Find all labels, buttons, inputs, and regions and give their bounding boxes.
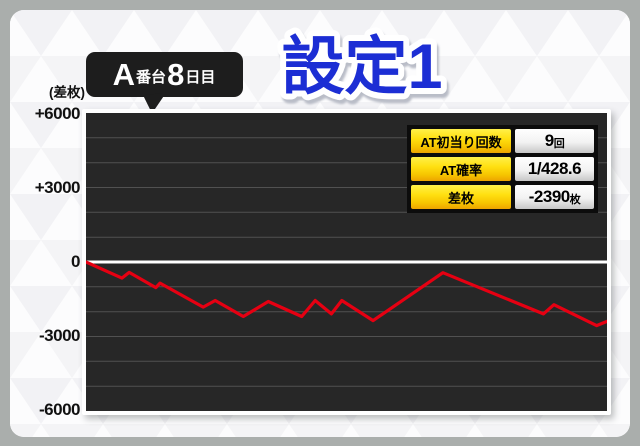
y-axis-unit-label: (差枚) (49, 85, 85, 100)
y-tick-minus3000: -3000 (39, 326, 80, 345)
y-tick-plus6000: +6000 (34, 104, 81, 123)
setting-title-text: 設定1 (281, 32, 442, 102)
stats-value-at-rate-number: 1/428.6 (527, 159, 582, 178)
badge-machine-letter: A (112, 57, 136, 92)
badge-day-label: 日目 (185, 69, 216, 86)
machine-day-badge: A 番台 8 日目 (86, 52, 243, 97)
stats-label-at-hits: AT初当り回数 (411, 129, 511, 153)
y-tick-zero: 0 (71, 252, 80, 271)
stats-value-diff-suffix: 枚 (569, 193, 581, 206)
stats-label-at-rate: AT確率 (411, 157, 511, 181)
stats-label-diff: 差枚 (411, 185, 511, 209)
medal-diff-line (86, 260, 607, 328)
stats-row-diff: 差枚 -2390 枚 (411, 185, 594, 209)
stats-value-at-hits-number: 9 (544, 131, 554, 150)
badge-machine-label: 番台 (136, 69, 167, 86)
setting-title-svg: 設定1 (275, 26, 448, 108)
setting-title: 設定1 (250, 14, 474, 110)
stats-value-at-hits-suffix: 回 (553, 137, 565, 150)
badge-day-number: 8 (167, 57, 185, 92)
stats-value-diff: -2390 枚 (515, 185, 594, 209)
stats-row-at-rate: AT確率 1/428.6 (411, 157, 594, 181)
stats-value-diff-number: -2390 (528, 187, 570, 206)
stats-value-at-rate: 1/428.6 (515, 157, 594, 181)
y-tick-plus3000: +3000 (34, 178, 81, 197)
y-tick-minus6000: -6000 (39, 400, 80, 419)
